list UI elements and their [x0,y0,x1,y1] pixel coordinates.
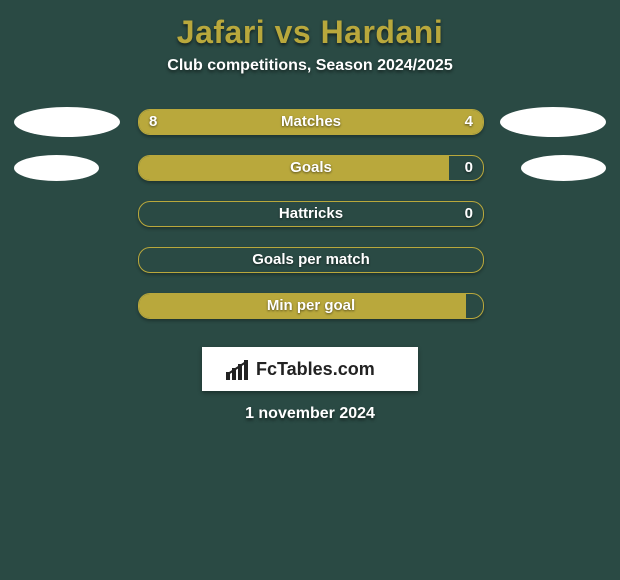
bar-label: Hattricks [139,202,483,226]
player-left-pill [14,107,120,137]
date-label: 1 november 2024 [0,405,620,423]
stat-row: Goals per match [0,237,620,283]
logo-text: FcTables.com [256,359,375,379]
bar-left-value: 8 [149,110,157,134]
bar-track: Min per goal [138,293,484,319]
stat-row: Min per goal [0,283,620,329]
stat-row: Hattricks0 [0,191,620,237]
bar-right-value: 4 [465,110,473,134]
bar-right-value: 0 [465,202,473,226]
page-subtitle: Club competitions, Season 2024/2025 [0,57,620,75]
bar-label: Min per goal [139,294,483,318]
stat-row: Goals0 [0,145,620,191]
bar-label: Goals [139,156,483,180]
page-title: Jafari vs Hardani [0,14,620,51]
stat-row: Matches8 4 [0,99,620,145]
fctables-logo-icon: FcTables.com [220,354,400,384]
bar-right-value: 0 [465,156,473,180]
bar-track: Goals0 [138,155,484,181]
bar-track: Goals per match [138,247,484,273]
comparison-rows: Matches84Goals0Hattricks0Goals per match… [0,99,620,329]
bar-track: Hattricks0 [138,201,484,227]
player-left-pill [14,155,99,181]
bar-label: Goals per match [139,248,483,272]
logo-box[interactable]: FcTables.com [202,347,418,391]
bar-label: Matches [139,110,483,134]
bar-track: Matches8 4 [138,109,484,135]
player-right-pill [500,107,606,137]
player-right-pill [521,155,606,181]
